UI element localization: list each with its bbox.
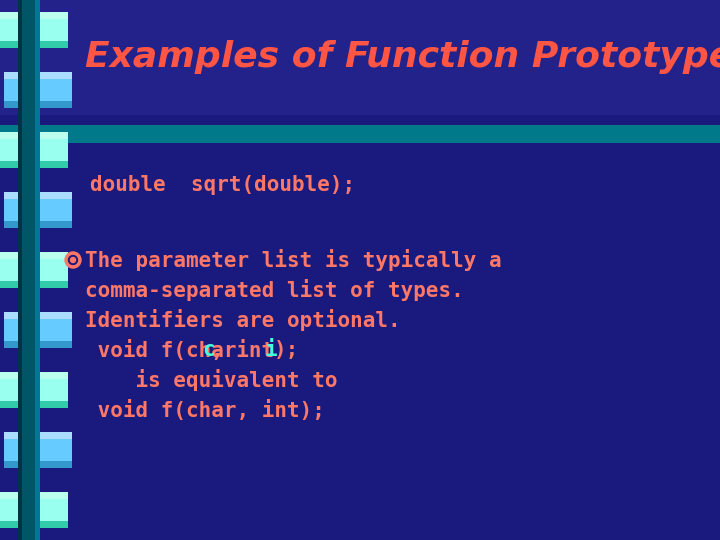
Bar — [35, 0, 40, 540]
Text: double  sqrt(double);: double sqrt(double); — [90, 175, 355, 195]
Polygon shape — [4, 461, 72, 468]
Polygon shape — [4, 432, 72, 468]
Polygon shape — [0, 492, 68, 499]
Circle shape — [71, 258, 76, 262]
Text: The parameter list is typically a: The parameter list is typically a — [85, 249, 502, 271]
Polygon shape — [0, 372, 68, 408]
Polygon shape — [0, 252, 68, 259]
Text: Examples of Function Prototypes: Examples of Function Prototypes — [85, 40, 720, 75]
Text: void f(char: void f(char — [85, 340, 249, 361]
Polygon shape — [4, 312, 72, 319]
Polygon shape — [0, 132, 68, 168]
Polygon shape — [0, 12, 68, 19]
Circle shape — [65, 252, 81, 268]
Bar — [18, 0, 40, 540]
Bar — [18, 0, 22, 540]
Bar — [0, 0, 720, 115]
Text: void f(char, int);: void f(char, int); — [85, 400, 325, 421]
Text: c: c — [202, 340, 215, 360]
Polygon shape — [0, 372, 68, 379]
Polygon shape — [4, 192, 72, 228]
Text: , int: , int — [211, 340, 287, 361]
Polygon shape — [4, 341, 72, 348]
Polygon shape — [0, 281, 68, 288]
Bar — [18, 0, 40, 540]
Polygon shape — [0, 401, 68, 408]
Polygon shape — [4, 72, 72, 79]
Polygon shape — [0, 252, 68, 288]
Polygon shape — [0, 161, 68, 168]
Polygon shape — [4, 221, 72, 228]
Text: );: ); — [274, 340, 300, 360]
Polygon shape — [0, 12, 68, 48]
Text: Identifiers are optional.: Identifiers are optional. — [85, 309, 400, 331]
Text: is equivalent to: is equivalent to — [85, 369, 338, 391]
Polygon shape — [4, 72, 72, 108]
Text: i: i — [265, 340, 278, 360]
Polygon shape — [4, 101, 72, 108]
Polygon shape — [4, 192, 72, 199]
Bar — [0, 125, 720, 143]
Polygon shape — [4, 312, 72, 348]
Circle shape — [68, 255, 78, 265]
Text: comma-separated list of types.: comma-separated list of types. — [85, 279, 464, 301]
Polygon shape — [0, 492, 68, 528]
Polygon shape — [4, 432, 72, 439]
Polygon shape — [0, 521, 68, 528]
Polygon shape — [0, 132, 68, 139]
Polygon shape — [0, 41, 68, 48]
